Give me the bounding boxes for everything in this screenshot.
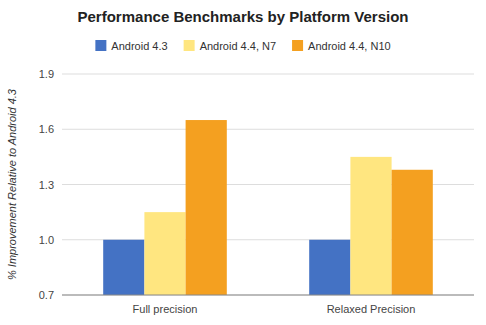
legend: Android 4.3 Android 4.4, N7 Android 4.4, N… — [95, 40, 390, 52]
bar — [186, 120, 227, 295]
legend-label: Android 4.4, N10 — [308, 40, 391, 52]
bar — [392, 170, 433, 295]
grid-line — [62, 295, 474, 296]
bar — [103, 240, 144, 295]
legend-label: Android 4.4, N7 — [200, 40, 276, 52]
legend-item: Android 4.3 — [95, 40, 167, 52]
bar — [350, 157, 391, 295]
x-tick-label: Relaxed Precision — [327, 303, 416, 315]
legend-swatch — [95, 40, 106, 51]
grid-line — [62, 74, 474, 75]
x-tick-label: Full precision — [133, 303, 198, 315]
legend-item: Android 4.4, N10 — [292, 40, 391, 52]
y-tick-label: 1.0 — [39, 234, 54, 246]
legend-swatch — [184, 40, 195, 51]
y-tick-label: 1.3 — [39, 179, 54, 191]
legend-item: Android 4.4, N7 — [184, 40, 276, 52]
y-axis-label: % Improvement Relative to Android 4.3 — [6, 88, 18, 280]
bar — [309, 240, 350, 295]
bar — [144, 212, 185, 295]
y-tick-label: 1.6 — [39, 123, 54, 135]
bars — [103, 120, 433, 295]
x-axis-line — [62, 295, 474, 296]
y-tick-label: 0.7 — [39, 289, 54, 301]
y-tick-label: 1.9 — [39, 68, 54, 80]
title: Performance Benchmarks by Platform Versi… — [78, 8, 409, 25]
legend-label: Android 4.3 — [111, 40, 167, 52]
legend-swatch — [292, 40, 303, 51]
grid-line — [62, 129, 474, 130]
chart: Performance Benchmarks by Platform Versi… — [0, 0, 486, 325]
